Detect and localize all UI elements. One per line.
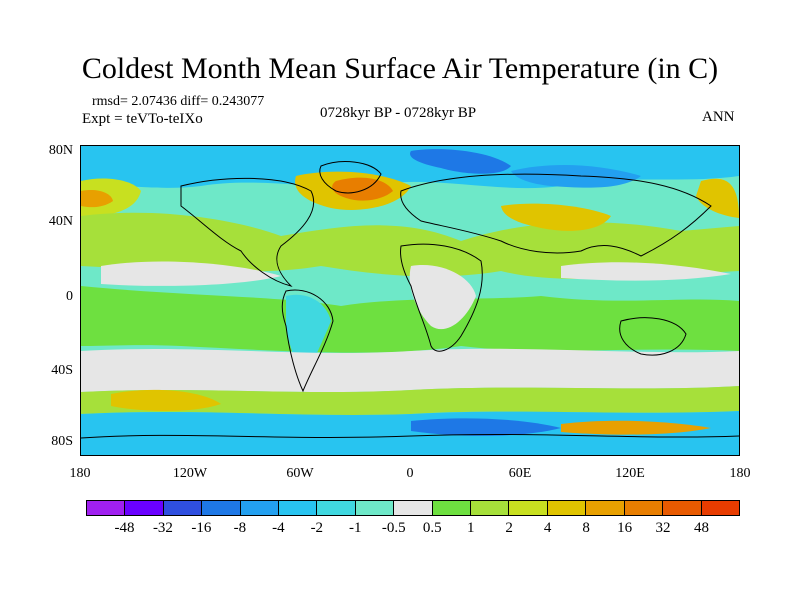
lon-label-60w: 60W bbox=[286, 466, 314, 481]
lon-label-180e: 180 bbox=[729, 466, 751, 481]
lon-label-60e: 60E bbox=[508, 466, 532, 481]
coast-eurasia bbox=[400, 173, 712, 257]
lat-label-40s: 40S bbox=[51, 363, 73, 378]
contour-arctic-deep bbox=[410, 149, 511, 174]
colorbar-label: -8 bbox=[233, 520, 247, 536]
colorbar-label: -1 bbox=[349, 520, 362, 536]
lon-label-0: 0 bbox=[406, 466, 414, 481]
colorbar-label: 2 bbox=[505, 520, 513, 536]
contour-eurasia-warm bbox=[501, 203, 611, 231]
colorbar-label: -32 bbox=[152, 520, 173, 536]
colorbar-cell bbox=[394, 501, 433, 515]
contour-africa-gray bbox=[409, 265, 476, 330]
colorbar-cell bbox=[87, 501, 126, 515]
colorbar-label: 16 bbox=[617, 520, 633, 536]
contour-antarctic-coast bbox=[81, 411, 739, 455]
colorbar-label: 1 bbox=[466, 520, 475, 536]
lat-label-equator: 0 bbox=[66, 289, 73, 304]
colorbar-cell bbox=[163, 501, 203, 515]
contour-antarctic-warm bbox=[561, 420, 711, 435]
experiment-label: Expt = teVTo-teIXo bbox=[82, 111, 203, 127]
contour-east-pacific-warm bbox=[696, 178, 739, 218]
colorbar-label: -4 bbox=[272, 520, 285, 536]
contour-southern-green bbox=[81, 386, 739, 415]
colorbar-cell bbox=[547, 501, 587, 515]
colorbar-cell bbox=[125, 501, 164, 515]
season-label: ANN bbox=[702, 109, 735, 125]
contour-north-atlantic-hot bbox=[332, 177, 393, 201]
colorbar-cell bbox=[701, 501, 739, 515]
colorbar-cell bbox=[432, 501, 472, 515]
colorbar-cell bbox=[586, 501, 625, 515]
coast-north-america bbox=[180, 177, 315, 287]
rmsd-label: rmsd= 2.07436 diff= 0.243077 bbox=[92, 94, 265, 109]
coast-antarctica bbox=[81, 433, 739, 439]
lat-label-80s: 80S bbox=[51, 434, 73, 449]
contour-tropical-pacific-gray bbox=[101, 261, 281, 286]
colorbar-label: 4 bbox=[543, 520, 552, 536]
colorbar-label: 32 bbox=[655, 520, 671, 536]
chart-title: Coldest Month Mean Surface Air Temperatu… bbox=[81, 52, 719, 85]
colorbar-label: -2 bbox=[310, 520, 324, 536]
coast-africa bbox=[400, 243, 483, 352]
lat-label-40n: 40N bbox=[48, 214, 73, 229]
lat-label-80n: 80N bbox=[48, 143, 73, 158]
colorbar-cell bbox=[202, 501, 241, 515]
colorbar-label: 48 bbox=[694, 520, 710, 536]
contour-north-pacific-west-warm bbox=[81, 190, 113, 208]
contour-antarctic-deep bbox=[411, 418, 561, 436]
contour-tropical-indian-gray bbox=[561, 262, 731, 281]
coast-australia bbox=[619, 317, 687, 356]
colorbar-cell bbox=[624, 501, 664, 515]
colorbar-cell bbox=[355, 501, 395, 515]
map-panel bbox=[80, 145, 740, 456]
lon-label-180w: 180 bbox=[69, 466, 91, 481]
coastlines bbox=[81, 161, 739, 439]
contour-siberia-blue bbox=[511, 164, 641, 188]
coast-south-america bbox=[281, 289, 334, 393]
lon-label-120e: 120E bbox=[615, 466, 645, 481]
temperature-map bbox=[81, 146, 739, 455]
colorbar-label: -0.5 bbox=[381, 520, 406, 536]
colorbar-cell bbox=[663, 501, 702, 515]
colorbar-cell bbox=[471, 501, 510, 515]
colorbar-cell bbox=[279, 501, 318, 515]
colorbar-label: -16 bbox=[191, 520, 212, 536]
colorbar bbox=[86, 500, 740, 516]
lon-label-120w: 120W bbox=[172, 466, 208, 481]
contour-southern-gray bbox=[81, 348, 739, 392]
period-label: 0728kyr BP - 0728kyr BP bbox=[320, 105, 477, 121]
contour-tropics bbox=[81, 286, 739, 353]
contour-south-pacific-warm bbox=[111, 389, 221, 411]
coast-greenland bbox=[319, 161, 382, 194]
colorbar-cell bbox=[509, 501, 548, 515]
colorbar-cell bbox=[317, 501, 356, 515]
colorbar-label: 0.5 bbox=[422, 520, 442, 536]
colorbar-label: 8 bbox=[582, 520, 590, 536]
colorbar-cell bbox=[240, 501, 280, 515]
colorbar-label: -48 bbox=[114, 520, 135, 536]
